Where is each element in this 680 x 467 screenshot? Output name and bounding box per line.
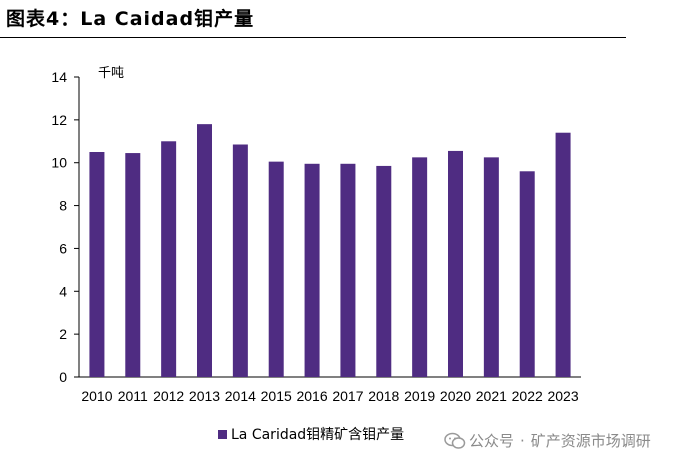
bar-2020	[448, 150, 463, 377]
bar-2015	[268, 161, 284, 377]
x-tick-label: 2021	[476, 388, 507, 404]
watermark: 公众号 · 矿产资源市场调研	[444, 430, 651, 451]
bar-2021	[483, 157, 499, 377]
figure-title: 图表4：La Caidad钼产量	[6, 8, 255, 30]
bar-2023	[555, 132, 571, 377]
y-unit-label: 千吨	[98, 66, 124, 81]
legend: La Caridad钼精矿含钼产量	[218, 424, 404, 444]
legend-label: La Caridad钼精矿含钼产量	[231, 427, 405, 443]
y-tick-label: 0	[59, 369, 67, 385]
bar-2012	[161, 141, 177, 377]
y-axis: 0 2 4 6 8 10 12 14	[51, 69, 80, 385]
bar-2022	[519, 171, 535, 377]
x-tick-label: 2013	[189, 388, 220, 404]
x-tick-label: 2023	[547, 388, 578, 404]
bar-2018	[376, 165, 392, 377]
watermark-text-right: 矿产资源市场调研	[530, 432, 651, 450]
bar-series	[89, 124, 571, 378]
bar-2019	[412, 157, 428, 377]
bar-2013	[197, 124, 212, 378]
title-divider	[0, 37, 626, 38]
y-tick-label: 8	[59, 198, 67, 214]
bar-2011	[125, 153, 141, 377]
x-tick-label: 2010	[81, 388, 112, 404]
bar-2010	[89, 152, 105, 377]
bar-2016	[304, 163, 320, 377]
watermark-separator: ·	[520, 431, 525, 450]
x-tick-label: 2012	[153, 388, 184, 404]
x-tick-label: 2016	[296, 388, 327, 404]
bar-2014	[232, 144, 248, 377]
watermark-text-left: 公众号	[469, 432, 515, 450]
x-axis: 2010 2011 2012 2013 2014 2015 2016 2017 2018 2019…	[79, 376, 581, 404]
y-tick-label: 10	[51, 155, 67, 171]
y-tick-label: 4	[59, 283, 67, 299]
x-tick-label: 2022	[512, 388, 543, 404]
wechat-icon	[444, 432, 466, 449]
x-tick-label: 2014	[225, 388, 256, 404]
x-tick-label: 2019	[404, 388, 435, 404]
y-tick-label: 6	[59, 240, 67, 256]
x-tick-label: 2015	[261, 388, 292, 404]
x-tick-label: 2011	[118, 388, 148, 404]
y-tick-label: 2	[59, 326, 67, 342]
legend-swatch	[218, 429, 227, 439]
x-tick-label: 2017	[332, 388, 363, 404]
y-tick-label: 12	[51, 112, 67, 128]
x-tick-label: 2018	[368, 388, 399, 404]
x-tick-label: 2020	[440, 388, 471, 404]
bar-2017	[340, 163, 356, 377]
y-tick-label: 14	[51, 69, 67, 85]
